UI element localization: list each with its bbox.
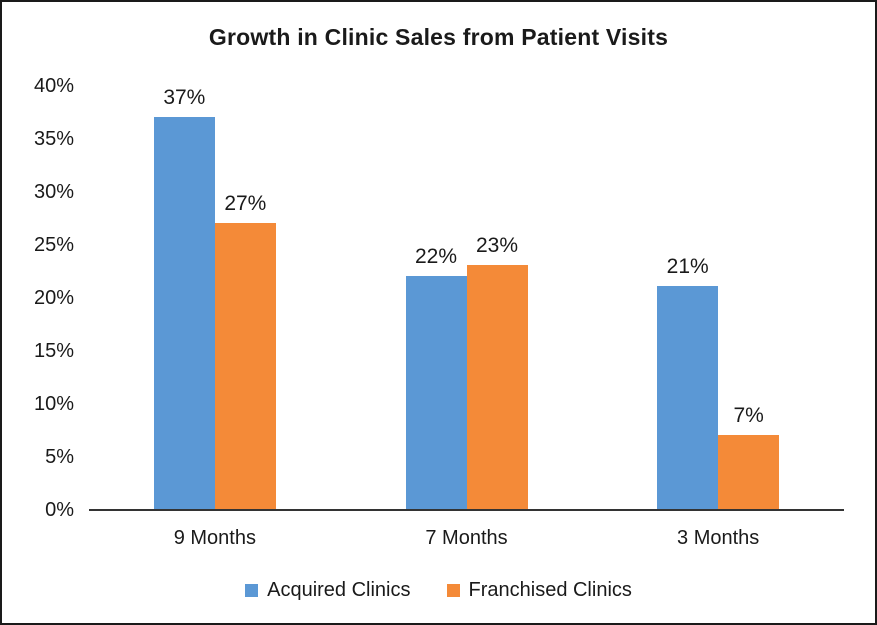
acquired-bar-7-months [405, 275, 467, 509]
y-axis-tick-label: 30% [33, 181, 74, 203]
y-axis-tick-label: 20% [33, 287, 74, 309]
bar-value-label: 27% [224, 191, 267, 215]
legend-item: Acquired Clinics [245, 579, 411, 602]
legend-swatch-icon [245, 584, 259, 597]
legend-label: Acquired Clinics [267, 579, 411, 601]
legend: Acquired Clinics Franchised Clinics [2, 579, 875, 602]
legend-swatch-icon [446, 584, 460, 597]
bar-value-label: 21% [666, 255, 709, 279]
legend-label: Franchised Clinics [468, 579, 632, 601]
bar-value-label: 37% [163, 85, 206, 109]
y-axis-tick-label: 5% [45, 446, 74, 468]
franchised-bar-7-months [466, 265, 528, 509]
y-axis-tick-label: 10% [33, 393, 74, 415]
y-axis-tick-label: 40% [33, 75, 74, 97]
franchised-bar-9-months [214, 222, 276, 509]
franchised-bar-3-months [718, 434, 780, 509]
x-axis-category-label: 3 Months [677, 527, 760, 549]
chart-title: Growth in Clinic Sales from Patient Visi… [208, 24, 669, 50]
x-axis-category-label: 9 Months [173, 527, 256, 549]
acquired-bar-9-months [153, 116, 215, 509]
bar-value-label: 22% [414, 244, 458, 268]
acquired-bar-3-months [657, 286, 719, 509]
y-axis-tick-label: 15% [33, 340, 74, 362]
y-axis-tick-label: 0% [45, 499, 74, 521]
y-axis-tick-label: 35% [33, 128, 74, 150]
y-axis-tick-label: 25% [33, 234, 74, 256]
x-axis-category-label: 7 Months [425, 527, 508, 549]
bar-value-label: 23% [475, 234, 519, 258]
x-axis-line [89, 509, 844, 511]
legend-item: Franchised Clinics [446, 579, 632, 602]
bar-value-label: 7% [733, 403, 764, 427]
